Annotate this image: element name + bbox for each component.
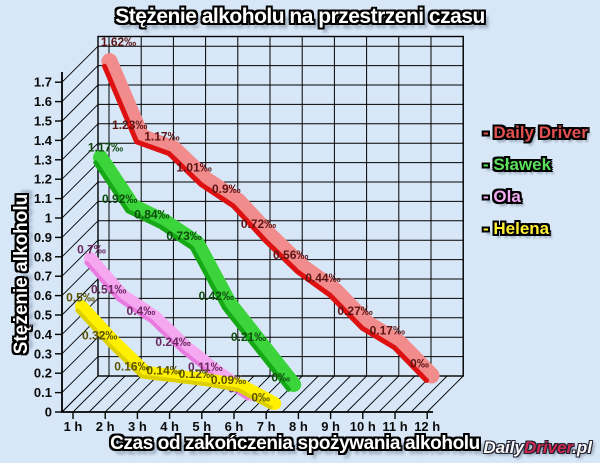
point-label: 1.01‰: [176, 161, 211, 175]
y-tick-label: 1.4: [34, 133, 53, 148]
series-sławek: 1.17‰ 0.92‰ 0.84‰ 0.73‰ 0.42‰ 0.21‰ 0‰: [88, 141, 302, 392]
x-tick-label: 3 h: [128, 419, 147, 434]
point-label: 0‰: [251, 391, 270, 405]
x-tick-label: 5 h: [192, 419, 211, 434]
series-line: [93, 160, 291, 392]
y-tick-label: 0.8: [34, 249, 52, 264]
point-label: 0.21‰: [231, 330, 266, 344]
point-label: 0.32‰: [82, 328, 117, 342]
y-tick-label: 0.4: [34, 327, 53, 342]
point-label: 0‰: [271, 371, 290, 385]
point-label: 0.17‰: [370, 324, 405, 338]
x-tick-label: 9 h: [321, 419, 340, 434]
watermark-driver: Driver: [523, 438, 573, 457]
point-label: 0.51‰: [91, 283, 126, 297]
x-tick-label: 11 h: [382, 419, 407, 434]
watermark-pl: .pl: [572, 438, 592, 457]
y-tick-label: 1.2: [34, 172, 52, 187]
depth-hatch-lines: [61, 45, 464, 413]
x-tick-label: 8 h: [289, 419, 308, 434]
y-tick-label: 0.3: [34, 346, 52, 361]
x-tick-label: 12 h: [414, 419, 440, 434]
y-tick-label: 0.7: [34, 269, 52, 284]
legend-item-sławek: - Sławek: [483, 155, 552, 174]
x-tick-label: 6 h: [225, 419, 244, 434]
chart-title: Stężenie alkoholu na przestrzeni czasu: [115, 5, 485, 28]
legend-item-ola: - Ola: [483, 187, 521, 206]
x-tick-label: 1 h: [64, 419, 83, 434]
point-label: 0.92‰: [102, 192, 137, 206]
point-label: 0.73‰: [166, 229, 201, 243]
y-tick-label: 0.2: [34, 366, 52, 381]
x-tick-label: 2 h: [96, 419, 115, 434]
point-label: 0.24‰: [155, 335, 190, 349]
series-daily-driver: 1.62‰ 1.23‰1.17‰ 1.01‰0.9‰ 0.72‰ 0.56‰ 0.44‰ 0…: [101, 35, 440, 384]
y-axis-title: Stężenie alkoholu: [11, 193, 32, 355]
y-tick-label: 1.1: [34, 191, 52, 206]
series-line: [75, 308, 273, 410]
point-label: 0‰: [410, 357, 429, 371]
watermark-logo: DailyDriver.pl: [483, 438, 592, 458]
point-label: 0.11‰: [188, 360, 223, 374]
y-tick-label: 1.3: [34, 152, 52, 167]
series-band: [93, 150, 302, 392]
point-label: 0.7‰: [77, 243, 106, 257]
point-label: 0.72‰: [241, 217, 276, 231]
point-label: 0.09‰: [211, 373, 246, 387]
y-tick-label: 0.1: [34, 385, 52, 400]
y-tick-label: 1.5: [34, 114, 52, 129]
y-tick-label: 1.6: [34, 94, 52, 109]
legend-item-daily-driver: - Daily Driver: [483, 123, 588, 142]
point-label: 0.42‰: [199, 289, 234, 303]
x-tick-label: 4 h: [160, 419, 179, 434]
x-axis-title: Czas od zakończenia spożywania alkoholu: [110, 433, 480, 454]
point-label: 1.62‰: [101, 35, 136, 49]
axes: 0 0.1 0.2 0.3 0.4 0.5 0.6 0.7 0.8 0.9 1 1.1 1.2 1.3 1.…: [34, 72, 440, 434]
series-band: [75, 300, 282, 410]
point-label: 0.16‰: [114, 359, 149, 373]
legend-item-helena: - Helena: [483, 219, 550, 238]
y-tick-label: 1: [45, 211, 52, 226]
point-label: 0.84‰: [134, 208, 169, 222]
point-label: 0.9‰: [212, 182, 241, 196]
point-label: 0.5‰: [66, 291, 95, 305]
series-band: [101, 53, 440, 384]
point-label: 0.44‰: [305, 271, 340, 285]
series-helena: 0.5‰ 0.32‰ 0.16‰0.14‰0.12‰0.09‰ 0‰: [66, 291, 282, 410]
y-tick-label: 0.9: [34, 230, 52, 245]
point-label: 0.27‰: [337, 304, 372, 318]
watermark-daily: Daily: [483, 438, 524, 457]
y-tick-label: 0: [45, 405, 52, 420]
point-label: 0.12‰: [179, 367, 214, 381]
point-label: 1.17‰: [144, 130, 179, 144]
y-tick-label: 1.7: [34, 75, 52, 90]
point-label: 1.17‰: [88, 141, 123, 155]
point-label: 0.4‰: [127, 304, 156, 318]
x-tick-label: 10 h: [350, 419, 376, 434]
y-tick-label: 0.5: [34, 308, 52, 323]
point-label: 0.14‰: [146, 363, 181, 377]
series-line: [102, 63, 429, 383]
x-tick-label: 7 h: [257, 419, 276, 434]
y-tick-label: 0.6: [34, 288, 52, 303]
legend: - Daily Driver - Sławek - Ola - Helena: [483, 123, 588, 251]
point-label: 1.23‰: [112, 118, 147, 132]
point-label: 0.56‰: [273, 248, 308, 262]
